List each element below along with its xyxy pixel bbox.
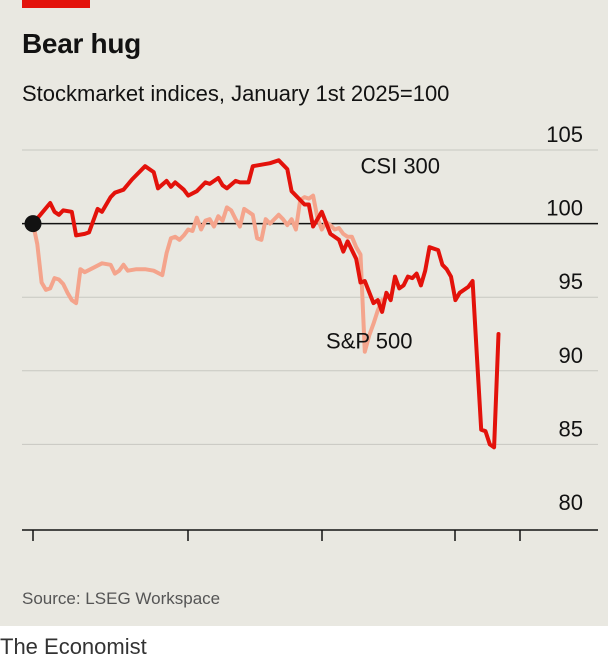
- series-labels: S&P 500 CSI 300: [326, 154, 440, 354]
- line-chart: 105 95 90 85 80 100 Jan Feb Mar Apr S&P 500 CSI 3…: [22, 122, 598, 550]
- y-tick-label: 80: [559, 490, 583, 515]
- csi-300-line: [31, 193, 385, 354]
- y-tick-labels: 105 95 90 85 80 100: [546, 122, 583, 515]
- x-tick-label: Mar: [370, 548, 408, 550]
- chart-subtitle: Stockmarket indices, January 1st 2025=10…: [22, 81, 450, 106]
- brand-accent-bar: [22, 0, 90, 8]
- y-tick-label: 100: [546, 196, 583, 221]
- y-tick-label: 85: [559, 416, 583, 441]
- gridlines: [22, 149, 598, 445]
- s-p-500-line: [31, 158, 501, 450]
- base-marker-dot: [24, 215, 42, 233]
- x-tick-label: Apr: [471, 548, 505, 550]
- chart-panel: Bear hug Stockmarket indices, January 1s…: [0, 0, 608, 626]
- x-tick-label: Feb: [236, 548, 274, 550]
- x-tick-label: Jan: [93, 548, 128, 550]
- series-lines: [31, 158, 501, 450]
- s-p-500-label: S&P 500: [326, 329, 412, 354]
- source-note: Source: LSEG Workspace: [22, 589, 221, 608]
- y-tick-label: 105: [546, 122, 583, 147]
- y-tick-label: 95: [559, 269, 583, 294]
- y-tick-label: 90: [559, 343, 583, 368]
- csi-300-label: CSI 300: [361, 154, 441, 179]
- x-axis: Jan Feb Mar Apr: [22, 529, 598, 550]
- publisher-brand: The Economist: [0, 634, 147, 659]
- chart-title: Bear hug: [22, 28, 141, 59]
- base-marker-group: [24, 215, 42, 233]
